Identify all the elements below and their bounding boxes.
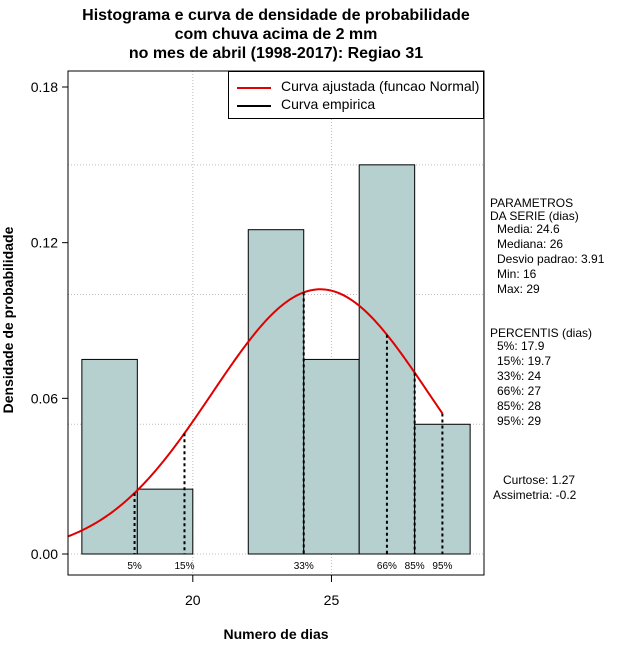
percentis-heading: PERCENTIS (dias) [490, 326, 593, 340]
param-desvio: Desvio padrao: 3.91 [497, 252, 605, 266]
y-axis-tick-label: 0.18 [31, 79, 58, 95]
chart-title-line-3: no mes de abril (1998-2017): Regiao 31 [128, 45, 424, 62]
percentile-marker-label: 15% [174, 561, 194, 572]
parametros-heading-2: DA SERIE (dias) [490, 209, 579, 223]
percentil-66: 66%: 27 [497, 384, 542, 398]
percentile-marker-label: 5% [127, 561, 142, 572]
legend: Curva ajustada (funcao Normal) Curva emp… [228, 71, 484, 119]
param-mediana: Mediana: 26 [497, 237, 564, 251]
x-axis-tick-label: 25 [324, 592, 340, 608]
y-axis-label: Densidade de probabilidade [0, 226, 16, 414]
legend-swatch-red [237, 87, 271, 89]
assimetria-value: Assimetria: -0.2 [493, 488, 577, 502]
y-axis-tick-label: 0.00 [31, 546, 58, 562]
percentil-33: 33%: 24 [497, 369, 542, 383]
legend-label-empirical-curve: Curva empirica [281, 96, 376, 112]
percentil-85: 85%: 28 [497, 399, 542, 413]
legend-label-fitted-curve: Curva ajustada (funcao Normal) [281, 78, 480, 94]
chart-title-line-2: com chuva acima de 2 mm [174, 26, 378, 43]
percentile-marker-label: 66% [377, 561, 397, 572]
x-axis-label: Numero de dias [223, 626, 329, 642]
percentile-marker-label: 85% [405, 561, 425, 572]
parametros-heading-1: PARAMETROS [490, 196, 574, 210]
y-axis-tick-label: 0.12 [31, 235, 58, 251]
normal-fit-curve [67, 288, 444, 538]
histogram-bar [81, 358, 138, 555]
param-min: Min: 16 [497, 267, 537, 281]
histogram-bar [247, 229, 305, 555]
percentil-95: 95%: 29 [497, 414, 542, 428]
param-media: Media: 24.6 [497, 222, 560, 236]
y-axis-tick-label: 0.06 [31, 390, 58, 406]
x-axis-tick-label: 20 [185, 592, 201, 608]
percentile-marker-label: 33% [294, 561, 314, 572]
percentil-5: 5%: 17.9 [497, 339, 545, 353]
legend-swatch-black [237, 105, 271, 107]
param-max: Max: 29 [497, 282, 540, 296]
curtose-value: Curtose: 1.27 [503, 473, 576, 487]
percentile-marker-label: 95% [432, 561, 452, 572]
histogram-bar [303, 358, 360, 555]
chart-title-line-1: Histograma e curva de densidade de proba… [82, 7, 470, 24]
percentil-15: 15%: 19.7 [497, 354, 552, 368]
